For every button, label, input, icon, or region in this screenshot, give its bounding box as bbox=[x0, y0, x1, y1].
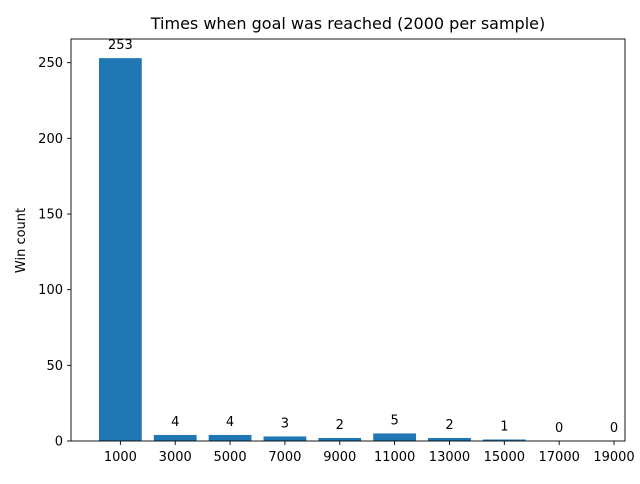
bars-layer bbox=[98, 58, 526, 441]
bar bbox=[208, 434, 252, 441]
bar-value-label: 4 bbox=[226, 415, 234, 430]
y-tick-label: 50 bbox=[46, 359, 63, 374]
bar-value-label: 253 bbox=[108, 38, 133, 53]
x-tick-label: 5000 bbox=[214, 450, 247, 465]
y-axis-label: Win count bbox=[14, 208, 29, 273]
x-tick-label: 13000 bbox=[429, 450, 470, 465]
y-tick-label: 250 bbox=[38, 56, 63, 71]
bar bbox=[482, 439, 526, 441]
y-tick-label: 200 bbox=[38, 132, 63, 147]
bar bbox=[98, 58, 142, 441]
bar-value-label: 0 bbox=[555, 421, 563, 436]
plot-frame bbox=[70, 38, 626, 442]
chart-title: Times when goal was reached (2000 per sa… bbox=[150, 14, 546, 33]
bar-value-label: 1 bbox=[500, 419, 508, 434]
y-tick-label: 100 bbox=[38, 283, 63, 298]
bar bbox=[428, 437, 471, 441]
bar-value-label: 0 bbox=[610, 421, 618, 436]
x-tick-label: 9000 bbox=[323, 450, 356, 465]
bar-value-label: 2 bbox=[336, 418, 344, 433]
x-tick-label: 3000 bbox=[159, 450, 192, 465]
x-tick-label: 1000 bbox=[104, 450, 137, 465]
x-tick-label: 7000 bbox=[268, 450, 301, 465]
y-tick-label: 150 bbox=[38, 208, 63, 223]
bar bbox=[373, 433, 417, 441]
bar bbox=[153, 434, 197, 441]
y-tick-label: 0 bbox=[55, 435, 63, 450]
x-tick-label: 17000 bbox=[539, 450, 580, 465]
bar bbox=[263, 436, 307, 441]
bar-value-label: 2 bbox=[445, 418, 453, 433]
x-tick-label: 15000 bbox=[484, 450, 525, 465]
data-labels-layer: 253 4 4 3 2 5 2 1 0 0 bbox=[108, 38, 618, 436]
bar bbox=[318, 437, 362, 441]
ticks-layer: 1000 3000 5000 7000 9000 11000 13000 15000 17000… bbox=[38, 56, 635, 465]
bar-value-label: 4 bbox=[171, 415, 179, 430]
bar-value-label: 5 bbox=[390, 413, 398, 428]
x-tick-label: 11000 bbox=[374, 450, 415, 465]
x-tick-label: 19000 bbox=[593, 450, 634, 465]
bar-value-label: 3 bbox=[281, 416, 289, 431]
